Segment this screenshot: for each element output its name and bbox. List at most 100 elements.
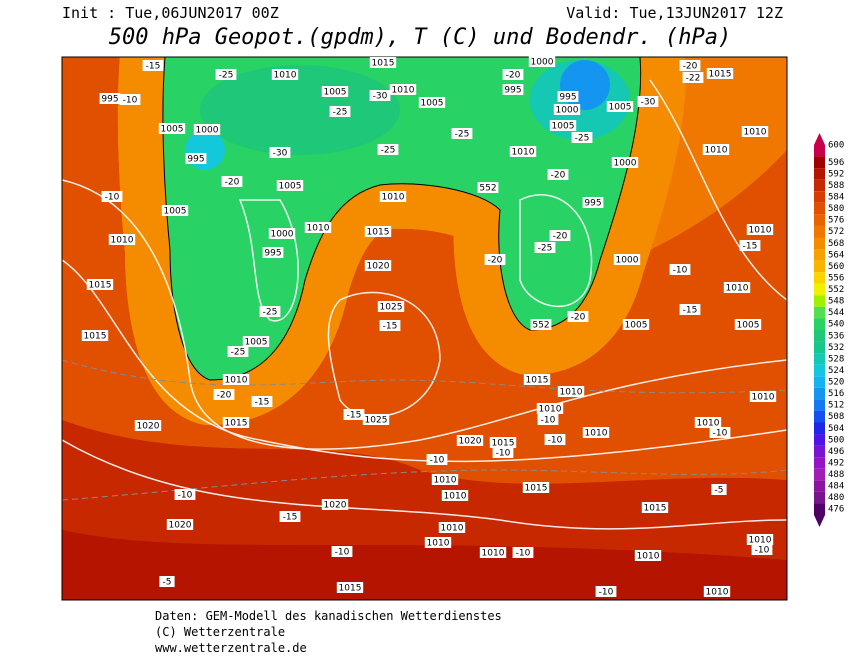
contour-label-box (215, 69, 237, 80)
contour-label-box (304, 222, 332, 233)
contour-label-box (637, 96, 659, 107)
contour-label: -10 (548, 436, 563, 446)
colorbar-label: 572 (828, 227, 844, 237)
contour-label: 1005 (245, 338, 268, 348)
colorbar-label: 512 (828, 401, 844, 411)
contour-label-box (86, 279, 114, 290)
contour-label: 1015 (644, 504, 667, 514)
contour-label-box (362, 414, 390, 425)
colorbar-cell (814, 225, 825, 238)
contour-label: -10 (755, 546, 770, 556)
contour-label-box (369, 57, 397, 68)
contour-label: 1010 (539, 405, 562, 415)
contour-label-box (557, 386, 585, 397)
contour-label: 1010 (274, 71, 297, 81)
contour-label: -30 (373, 92, 388, 102)
contour-label-box (159, 576, 175, 587)
contour-label-box (101, 191, 123, 202)
colorbar-cell (814, 480, 825, 492)
colorbar-cell (814, 457, 825, 469)
colorbar-cell (814, 468, 825, 481)
colorbar-cell (814, 376, 825, 388)
contour-label: 1015 (492, 439, 515, 449)
colorbar-label: 488 (828, 470, 844, 480)
contour-label: -20 (225, 178, 240, 188)
contour-label-box (751, 544, 773, 555)
colorbar-label: 596 (828, 158, 844, 168)
contour-label: 1010 (705, 146, 728, 156)
contour-label: -30 (273, 149, 288, 159)
colorbar-cap (814, 515, 825, 527)
contour-label: 1010 (482, 549, 505, 559)
colorbar-label: 480 (828, 493, 844, 503)
colorbar-cell (814, 145, 825, 157)
contour-label-box (509, 146, 537, 157)
contour-label: 1020 (459, 437, 482, 447)
contour-label-box (595, 586, 617, 597)
contour-label-box (331, 546, 353, 557)
contour-label-box (262, 247, 284, 258)
colorbar-cell (814, 503, 825, 515)
contour-label-box (749, 391, 777, 402)
contour-label-box (279, 511, 301, 522)
contour-label: 995 (584, 199, 601, 209)
colorbar-cell (814, 249, 825, 261)
contour-label-box (682, 72, 704, 83)
contour-label: -15 (683, 306, 698, 316)
contour-label: 1015 (525, 484, 548, 494)
contour-label: -10 (496, 449, 511, 459)
contour-label-box (321, 499, 349, 510)
contour-label-box (479, 547, 507, 558)
footer-line: www.wetterzentrale.de (155, 641, 307, 655)
contour-label-box (418, 97, 446, 108)
contour-label-box (679, 304, 701, 315)
contour-label-box (222, 417, 250, 428)
contour-label: 1005 (279, 182, 302, 192)
contour-label: 1015 (372, 59, 395, 69)
contour-label-box (424, 537, 452, 548)
contour-label: 1010 (637, 552, 660, 562)
contour-label-box (502, 84, 524, 95)
contour-label: -5 (715, 486, 724, 496)
contour-label: -20 (551, 171, 566, 181)
contour-label: -20 (571, 313, 586, 323)
contour-label: -25 (538, 244, 553, 254)
contour-label-box (746, 224, 774, 235)
contour-label-box (611, 157, 639, 168)
colorbar-cell (814, 387, 825, 400)
contour-label: 1015 (89, 281, 112, 291)
contour-label-box (746, 534, 774, 545)
contour-label: 1010 (744, 128, 767, 138)
contour-label: 1005 (609, 103, 632, 113)
contour-label-box (489, 437, 517, 448)
contour-label-box (142, 60, 164, 71)
contour-label: -10 (673, 266, 688, 276)
colorbar-cell (814, 191, 825, 203)
contour-label-box (523, 374, 551, 385)
contour-label-box (711, 484, 727, 495)
contour-label-box (544, 434, 566, 445)
contour-label-box (709, 427, 731, 438)
contour-label: -20 (217, 391, 232, 401)
contour-label-box (377, 301, 405, 312)
contour-label-box (492, 447, 514, 458)
colorbar-cell (814, 214, 825, 226)
colorbar-label: 484 (828, 482, 844, 492)
contour-label: 1000 (614, 159, 637, 169)
contour-label: 1005 (552, 122, 575, 132)
contour-label: -25 (219, 71, 234, 81)
contour-label: 552 (532, 321, 549, 331)
contour-label-box (108, 234, 136, 245)
contour-label-box (669, 264, 691, 275)
contour-label-box (259, 306, 281, 317)
contour-label: 1010 (706, 588, 729, 598)
colorbar-cell (814, 306, 825, 319)
contour-label: 995 (504, 86, 521, 96)
contour-label-box (343, 409, 365, 420)
colorbar-cell (814, 399, 825, 411)
contour-label-box (379, 320, 401, 331)
contour-label-box (158, 123, 186, 134)
contour-label: 1005 (625, 321, 648, 331)
contour-label: 995 (264, 249, 281, 259)
contour-label-box (582, 427, 610, 438)
